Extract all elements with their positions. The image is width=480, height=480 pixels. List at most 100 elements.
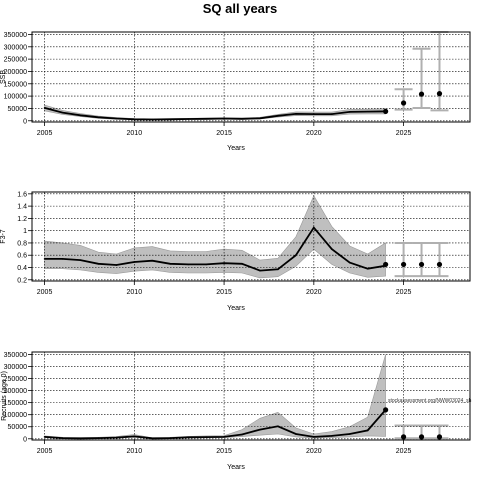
chart-panel-3: 2005 2010 2015 2020 2025 0 50000 100000 150000 20… <box>1 351 471 471</box>
estimate-point <box>151 437 154 440</box>
estimate-point <box>97 263 100 265</box>
chart-title: SQ all years <box>202 1 278 16</box>
x-tick-label: 2010 <box>127 448 143 455</box>
y-tick-label: 1.2 <box>17 216 27 223</box>
y-tick-label: 50000 <box>8 106 28 113</box>
estimate-point <box>313 226 315 229</box>
estimate-point <box>348 261 351 264</box>
estimate-point <box>115 117 118 120</box>
plot-frame <box>31 191 471 282</box>
estimate-point <box>151 118 154 121</box>
estimate-point <box>330 113 333 115</box>
estimate-line <box>44 107 386 121</box>
x-axis-label: Years <box>227 305 245 312</box>
x-tick-label: 2005 <box>37 130 53 137</box>
plot-frame <box>31 31 471 123</box>
estimate-point <box>187 436 189 439</box>
y-tick-label: 300000 <box>4 364 27 371</box>
forecast-point <box>400 261 407 268</box>
y-tick-label: 0.8 <box>17 240 27 247</box>
plot-frame <box>31 351 471 441</box>
estimate-point <box>79 114 82 117</box>
x-tick-label: 2020 <box>306 448 322 455</box>
estimate-point <box>366 267 369 270</box>
estimate-point <box>97 116 100 119</box>
forecast-point <box>418 91 425 97</box>
y-tick-label: 150000 <box>4 400 27 407</box>
estimate-point <box>259 428 261 431</box>
y-tick-label: 0.6 <box>17 253 27 260</box>
x-tick-label: 2025 <box>396 448 412 455</box>
estimate-point <box>259 269 261 272</box>
x-axis-label: Years <box>227 145 245 152</box>
estimate-point <box>223 436 225 438</box>
y-axis-label: SSB <box>0 70 7 84</box>
estimate-point <box>97 437 100 439</box>
forecast-point <box>436 91 443 97</box>
forecast-point <box>436 261 443 268</box>
x-tick-label: 2025 <box>396 289 412 296</box>
y-tick-label: 100000 <box>4 94 27 101</box>
last-year-point <box>383 261 389 268</box>
estimate-point <box>169 437 172 439</box>
estimate-point <box>366 110 369 113</box>
estimate-point <box>313 113 315 115</box>
y-tick-label: 250000 <box>4 376 27 383</box>
y-tick-label: 0.4 <box>17 265 27 272</box>
estimate-point <box>241 263 243 265</box>
forecast-point <box>400 100 407 106</box>
last-year-point <box>383 108 389 114</box>
forecast-point <box>418 434 425 440</box>
x-tick-label: 2005 <box>37 448 53 455</box>
y-tick-label: 350000 <box>4 32 27 39</box>
estimate-point <box>277 268 279 271</box>
x-tick-label: 2015 <box>216 448 232 455</box>
y-tick-label: 0.2 <box>17 277 27 284</box>
confidence-band <box>44 354 386 439</box>
estimate-point <box>223 117 225 120</box>
y-tick-label: 1 <box>23 228 27 235</box>
estimate-point <box>241 433 243 436</box>
confidence-band <box>44 195 386 279</box>
y-tick-label: 350000 <box>4 352 27 359</box>
estimate-point <box>43 436 46 438</box>
y-tick-label: 150000 <box>4 81 27 88</box>
y-tick-label: 250000 <box>4 57 27 64</box>
y-tick-label: 1.6 <box>17 191 27 198</box>
estimate-point <box>187 263 189 266</box>
estimate-point <box>313 436 315 438</box>
estimate-point <box>187 118 189 120</box>
y-axis-label: Recruits (age 0) <box>1 371 8 421</box>
y-tick-label: 50000 <box>8 424 28 431</box>
y-tick-label: 0 <box>23 436 27 443</box>
estimate-point <box>205 436 207 438</box>
y-axis-label: F3-7 <box>0 229 7 244</box>
estimate-point <box>241 117 243 120</box>
estimate-point <box>295 113 297 115</box>
estimate-line <box>44 409 387 440</box>
y-tick-label: 0 <box>23 118 27 125</box>
estimate-point <box>330 435 333 437</box>
y-tick-label: 200000 <box>4 69 27 76</box>
estimate-point <box>330 248 333 250</box>
estimate-point <box>43 258 46 260</box>
estimate-point <box>79 259 82 261</box>
estimate-point <box>79 437 82 440</box>
chart-panel-1: 2005 2010 2015 2020 2025 0 50000 100000 150000 20… <box>0 31 471 152</box>
estimate-point <box>169 118 172 121</box>
x-tick-label: 2025 <box>396 130 412 137</box>
chart-panel-2: 2005 2010 2015 2020 2025 0.2 0.4 0.6 0.8 1 1.2 1.4 1… <box>0 191 471 312</box>
estimate-point <box>43 107 46 109</box>
estimate-point <box>205 117 207 120</box>
estimate-point <box>133 261 136 263</box>
y-tick-label: 1.4 <box>17 204 27 211</box>
x-axis-label: Years <box>227 464 245 471</box>
source-annotation: stockassessment.org/NWW03024_sh <box>388 398 472 404</box>
estimate-point <box>348 111 351 113</box>
estimate-point <box>169 263 172 265</box>
estimate-point <box>295 254 297 257</box>
estimate-point <box>259 117 261 120</box>
estimate-point <box>205 263 207 266</box>
y-tick-label: 200000 <box>4 388 27 395</box>
